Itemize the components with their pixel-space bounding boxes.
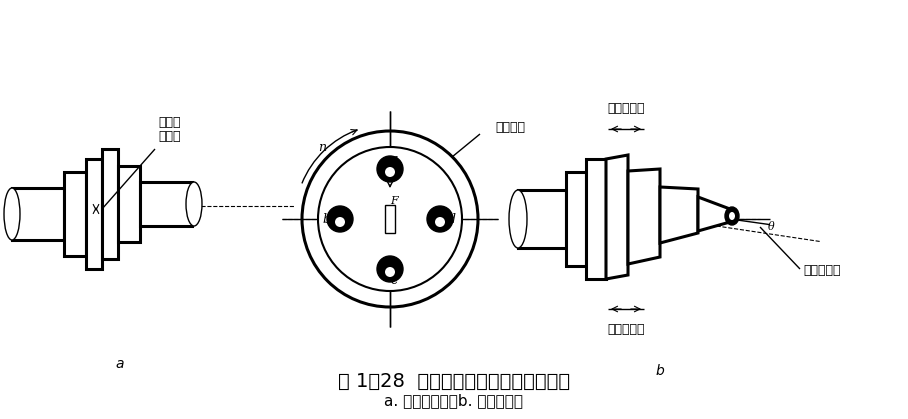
Circle shape xyxy=(327,206,353,232)
Bar xyxy=(586,159,606,279)
Ellipse shape xyxy=(725,207,739,225)
Circle shape xyxy=(385,167,395,177)
Text: 下方轴向力: 下方轴向力 xyxy=(607,323,645,336)
Ellipse shape xyxy=(509,190,527,248)
Circle shape xyxy=(435,217,445,227)
Ellipse shape xyxy=(4,188,20,240)
Bar xyxy=(385,205,395,233)
Text: 偏心距: 偏心距 xyxy=(159,129,182,142)
Text: b: b xyxy=(322,212,330,225)
Circle shape xyxy=(427,206,453,232)
Circle shape xyxy=(302,131,478,307)
Bar xyxy=(518,190,566,248)
Polygon shape xyxy=(698,197,730,231)
Ellipse shape xyxy=(729,212,735,220)
Circle shape xyxy=(377,156,403,182)
Circle shape xyxy=(377,256,403,282)
Bar xyxy=(12,188,64,240)
Bar xyxy=(140,182,192,226)
Bar xyxy=(566,172,586,266)
Text: a. 轴心线平行；b. 轴心线相交: a. 轴心线平行；b. 轴心线相交 xyxy=(384,393,524,409)
Polygon shape xyxy=(606,155,628,279)
Text: 图 1－28  轴心线未重合引起电动机振动: 图 1－28 轴心线未重合引起电动机振动 xyxy=(338,372,570,391)
Text: 轴心线: 轴心线 xyxy=(159,116,182,129)
Text: a: a xyxy=(115,357,124,371)
Text: F: F xyxy=(390,196,398,206)
Bar xyxy=(102,149,118,259)
Polygon shape xyxy=(660,187,698,243)
Text: 轴心线交角: 轴心线交角 xyxy=(803,264,841,277)
Text: a: a xyxy=(390,153,398,166)
Ellipse shape xyxy=(186,182,202,226)
Polygon shape xyxy=(628,169,660,264)
Text: c: c xyxy=(390,274,398,287)
Bar xyxy=(118,166,140,242)
Bar xyxy=(86,159,102,269)
Circle shape xyxy=(335,217,345,227)
Circle shape xyxy=(385,267,395,277)
Text: 不平衡力: 不平衡力 xyxy=(495,121,525,134)
Text: θ: θ xyxy=(768,222,775,232)
Text: n: n xyxy=(318,140,326,153)
Text: b: b xyxy=(656,364,665,378)
Text: 上方轴向力: 上方轴向力 xyxy=(607,102,645,115)
Text: d: d xyxy=(448,212,456,225)
Bar xyxy=(64,172,86,256)
Circle shape xyxy=(318,147,462,291)
